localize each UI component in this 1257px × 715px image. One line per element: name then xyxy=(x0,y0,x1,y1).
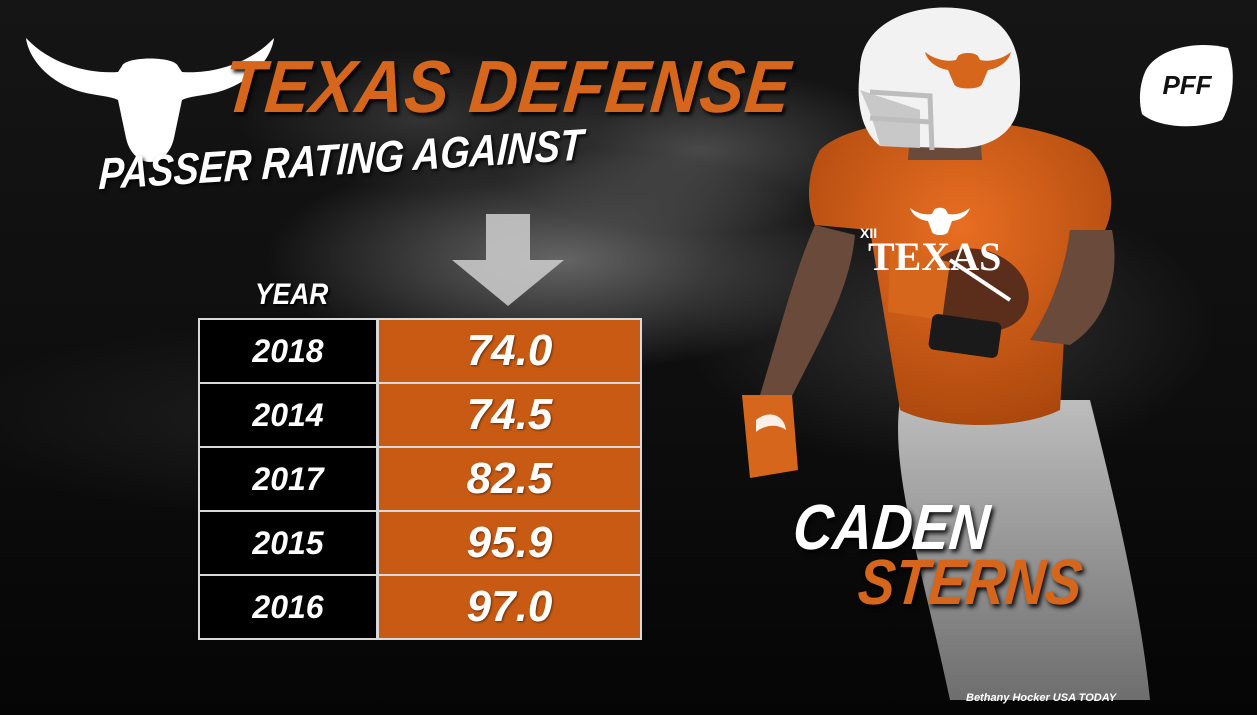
passer-rating-value-cell: 95.9 xyxy=(379,512,640,574)
chart-title: TEXAS DEFENSE xyxy=(220,45,795,128)
year-cell: 2015 xyxy=(200,512,376,574)
year-cell: 2016 xyxy=(200,576,376,638)
table-row: 2017 82.5 xyxy=(200,448,640,510)
svg-text:XII: XII xyxy=(860,225,877,241)
passer-rating-value-cell: 74.0 xyxy=(379,320,640,382)
passer-rating-value-cell: 74.5 xyxy=(379,384,640,446)
year-column-header: YEAR xyxy=(255,278,329,311)
pff-logo-text: PFF xyxy=(1162,70,1212,100)
passer-rating-table: 2018 74.0 2014 74.5 2017 82.5 2015 95.9 2016 97.0 xyxy=(198,318,642,640)
jersey-text: TEXAS xyxy=(868,234,1001,279)
year-cell: 2017 xyxy=(200,448,376,510)
table-row: 2015 95.9 xyxy=(200,512,640,574)
passer-rating-value-cell: 97.0 xyxy=(379,576,640,638)
year-cell: 2018 xyxy=(200,320,376,382)
table-row: 2014 74.5 xyxy=(200,384,640,446)
table-row: 2018 74.0 xyxy=(200,320,640,382)
photo-credit: Bethany Hocker USA TODAY xyxy=(966,692,1117,704)
player-last-name: STERNS xyxy=(855,546,1086,618)
passer-rating-value-cell: 82.5 xyxy=(379,448,640,510)
longhorn-logo-icon xyxy=(26,38,274,162)
player-photo: TEXAS XII xyxy=(742,7,1150,700)
pff-logo-icon: PFF xyxy=(1139,44,1233,127)
down-arrow-icon xyxy=(452,214,564,306)
year-cell: 2014 xyxy=(200,384,376,446)
table-row: 2016 97.0 xyxy=(200,576,640,638)
